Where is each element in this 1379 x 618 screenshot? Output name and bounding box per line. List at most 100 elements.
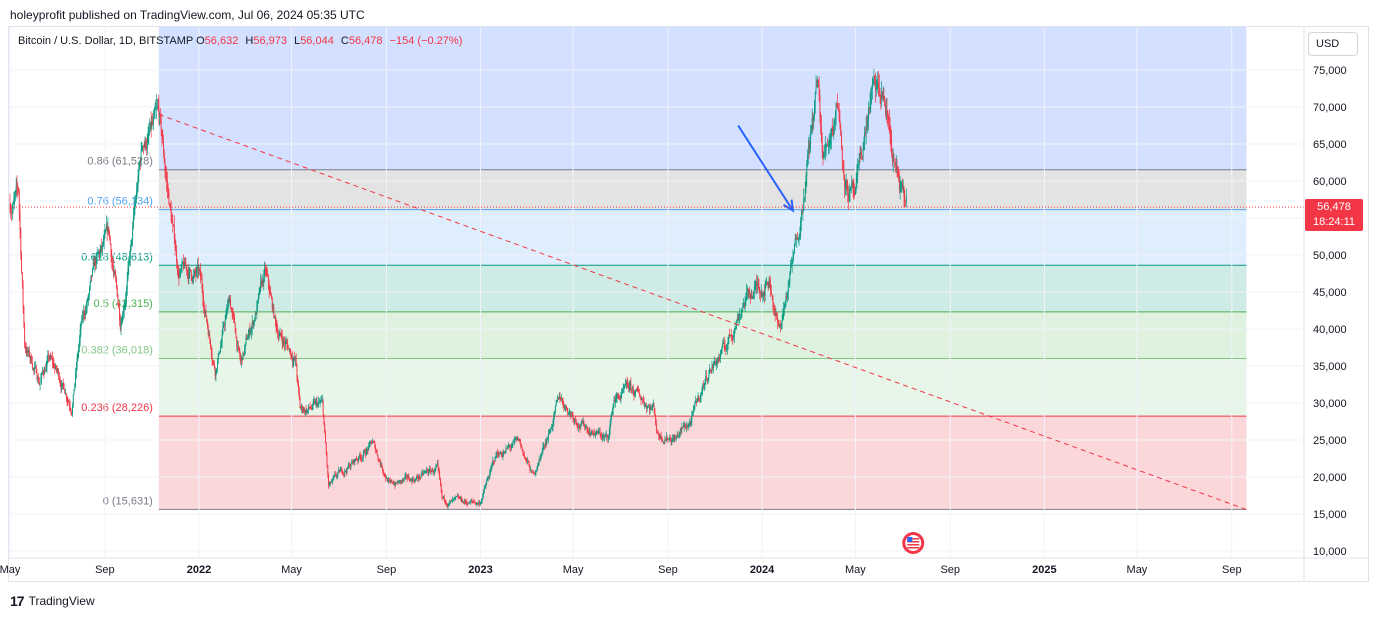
candle — [875, 75, 877, 97]
candle — [656, 429, 658, 434]
candle — [202, 283, 204, 307]
candle — [425, 470, 427, 475]
candle-body — [125, 298, 127, 303]
candle-body — [237, 346, 238, 347]
candle-body — [347, 467, 349, 469]
candle — [885, 100, 886, 118]
candle — [793, 251, 795, 261]
candle — [219, 351, 221, 355]
bar-countdown: 18:24:11 — [1312, 216, 1355, 228]
candle-body — [321, 399, 323, 401]
candle — [235, 328, 237, 339]
candle-body — [578, 425, 579, 428]
candle-body — [365, 450, 367, 455]
candle-body — [189, 269, 191, 273]
candle-body — [745, 297, 747, 301]
candle-body — [628, 385, 630, 390]
candle — [31, 356, 33, 370]
candle — [502, 451, 504, 461]
candle — [811, 108, 813, 135]
candle-body — [23, 306, 25, 325]
candle — [351, 459, 353, 465]
candle-body — [226, 311, 228, 313]
candle-body — [550, 427, 552, 432]
brand-name[interactable]: TradingView — [28, 594, 95, 608]
candle-body — [677, 434, 679, 436]
candle-body — [111, 256, 113, 263]
candle-body — [719, 353, 721, 359]
candle-body — [673, 437, 675, 441]
candle — [196, 266, 198, 277]
candle-body — [234, 315, 235, 324]
candle — [466, 499, 468, 506]
candle-body — [659, 435, 660, 439]
candle-body — [630, 383, 632, 389]
candle — [213, 360, 215, 370]
candle-body — [222, 326, 224, 335]
candle-body — [799, 235, 801, 238]
candle — [774, 305, 776, 322]
candle-body — [143, 146, 145, 148]
candle-body — [574, 418, 576, 421]
candle — [375, 449, 377, 453]
candle — [904, 189, 906, 207]
candle — [756, 274, 758, 294]
candle-body — [637, 389, 639, 391]
candle — [555, 399, 557, 407]
grid — [9, 27, 1302, 557]
symbol-name[interactable]: Bitcoin / U.S. Dollar, 1D, BITSTAMP — [18, 35, 194, 47]
candle — [191, 274, 193, 285]
candle-body — [487, 477, 489, 479]
candle-body — [290, 353, 292, 355]
candle-body — [295, 356, 297, 367]
candle-body — [615, 397, 617, 399]
candle — [773, 301, 775, 316]
candle-body — [176, 250, 178, 262]
candle-body — [890, 134, 892, 142]
candle — [824, 136, 826, 161]
symbol-legend: Bitcoin / U.S. Dollar, 1D, BITSTAMP O56,… — [18, 35, 466, 47]
candle — [610, 414, 612, 427]
candle-body — [213, 363, 215, 369]
candle — [587, 426, 589, 433]
candle-body — [278, 335, 280, 338]
candle-body — [869, 103, 871, 109]
candle-body — [753, 287, 755, 293]
candle — [340, 466, 342, 471]
candle — [468, 501, 470, 504]
candle — [897, 166, 899, 178]
candle-body — [20, 229, 22, 255]
candle — [215, 369, 217, 382]
candle — [735, 326, 737, 330]
candle-body — [31, 362, 33, 369]
candle — [877, 71, 879, 94]
candle — [246, 333, 248, 340]
candle — [842, 160, 844, 173]
candle — [193, 268, 195, 285]
candle-body — [316, 400, 318, 405]
candle-body — [359, 455, 361, 458]
candle — [293, 357, 295, 367]
candle — [497, 450, 499, 458]
time-tick-label: 2024 — [750, 564, 775, 576]
candle-body — [453, 498, 454, 500]
candle — [456, 496, 458, 498]
candle-body — [340, 468, 342, 471]
candle-body — [504, 450, 506, 454]
candle-body — [611, 414, 613, 417]
candle — [581, 418, 583, 424]
candle-body — [420, 474, 422, 478]
chart-frame[interactable] — [8, 26, 1369, 582]
candle — [73, 389, 75, 395]
candle — [420, 473, 422, 479]
candle-body — [372, 441, 374, 443]
candle-body — [544, 443, 546, 447]
candle-body — [49, 356, 51, 360]
tradingview-logo-icon[interactable]: 17 — [10, 593, 25, 609]
currency-button[interactable]: USD — [1308, 32, 1358, 56]
candle — [167, 183, 169, 199]
candle — [479, 499, 481, 507]
candle — [20, 227, 22, 260]
candle — [473, 499, 475, 504]
